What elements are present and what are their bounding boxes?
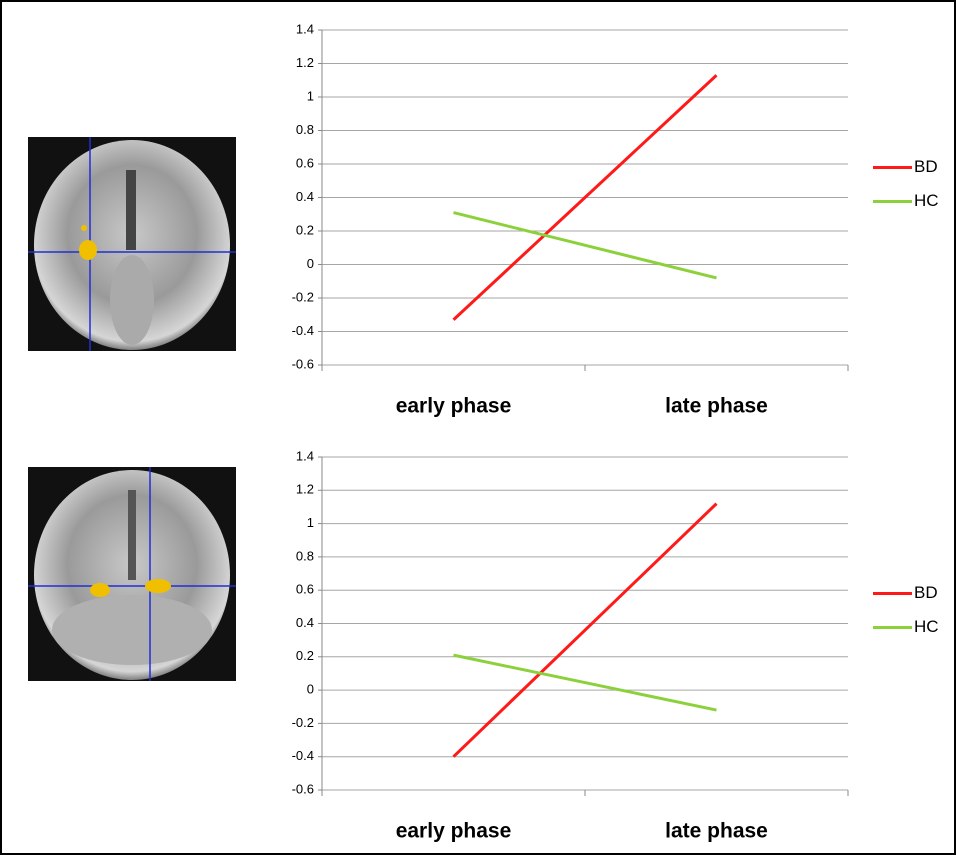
legend-label: HC — [914, 617, 939, 636]
x-tick-label: late phase — [665, 395, 768, 418]
brain-image — [28, 467, 236, 681]
y-tick-label: -0.6 — [292, 781, 314, 796]
legend-label: HC — [914, 191, 939, 210]
y-tick-label: 1.2 — [296, 482, 314, 497]
y-tick-label: -0.2 — [292, 715, 314, 730]
x-tick-label: early phase — [396, 395, 512, 418]
y-tick-label: 0.6 — [296, 582, 314, 597]
y-tick-label: 1.4 — [296, 21, 314, 36]
series-line — [454, 655, 717, 710]
y-tick-label: -0.6 — [292, 356, 314, 371]
series-line — [454, 213, 717, 278]
frame — [1, 1, 955, 854]
y-tick-label: 1 — [307, 515, 314, 530]
y-tick-label: 1 — [307, 88, 314, 103]
y-tick-label: 0.6 — [296, 155, 314, 170]
legend-label: BD — [914, 583, 938, 602]
y-tick-label: 1.4 — [296, 448, 314, 463]
legend-label: BD — [914, 157, 938, 176]
y-tick-label: 0.8 — [296, 548, 314, 563]
y-tick-label: 0 — [307, 682, 314, 697]
x-tick-label: late phase — [665, 820, 768, 843]
y-tick-label: 0 — [307, 256, 314, 271]
y-tick-label: 0.2 — [296, 648, 314, 663]
series-line — [454, 504, 717, 757]
y-tick-label: 0.2 — [296, 222, 314, 237]
brain-image — [28, 137, 236, 351]
y-tick-label: -0.2 — [292, 289, 314, 304]
page: {"chart_data": [ {"type": "line", "categ… — [0, 0, 956, 855]
figure: -0.6 -0.4 -0.2 0 0.2 0.4 0.6 0.8 1 1.2 1.4 early ph… — [0, 0, 956, 855]
y-tick-label: 0.4 — [296, 189, 314, 204]
y-tick-label: 1.2 — [296, 55, 314, 70]
y-tick-label: 0.4 — [296, 615, 314, 630]
y-tick-label: 0.8 — [296, 122, 314, 137]
y-tick-label: -0.4 — [292, 748, 314, 763]
y-tick-label: -0.4 — [292, 323, 314, 338]
x-tick-label: early phase — [396, 820, 512, 843]
